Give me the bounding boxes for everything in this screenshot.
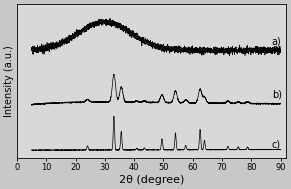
Text: a): a) [272,36,282,46]
Text: b): b) [272,89,282,99]
X-axis label: 2θ (degree): 2θ (degree) [119,175,184,185]
Text: c): c) [272,139,281,149]
Y-axis label: Intensity (a.u.): Intensity (a.u.) [4,45,14,117]
